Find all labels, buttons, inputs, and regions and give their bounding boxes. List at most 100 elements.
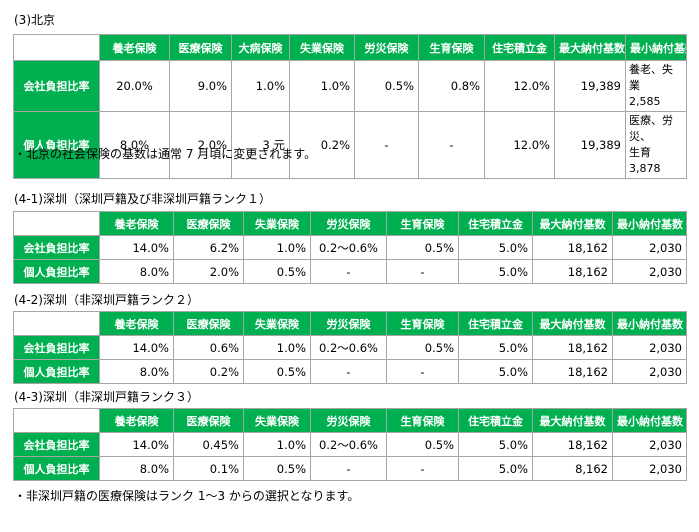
cell: - <box>310 456 387 481</box>
header-cell: 最小納付基数 <box>625 34 687 61</box>
cell: 8.0% <box>99 111 170 179</box>
cell: 5.0% <box>458 359 533 384</box>
beijing-header-row: 養老保険 医療保険 大病保険 失業保険 労災保険 生育保険 住宅積立金 最大納付… <box>13 34 687 61</box>
cell: 2,030 <box>612 359 687 384</box>
shenzhen-3-title: (4-3)深圳（非深圳戸籍ランク３） <box>14 390 199 404</box>
table-row: 個人負担比率 8.0% 0.1% 0.5% - - 5.0% 8,162 2,0… <box>13 456 687 481</box>
cell: 9.0% <box>169 60 232 112</box>
header-cell: 住宅積立金 <box>458 311 533 336</box>
cell: 0.5% <box>243 359 311 384</box>
header-cell: 生育保険 <box>418 34 485 61</box>
shenzhen-2-title: (4-2)深圳（非深圳戸籍ランク２） <box>14 293 199 307</box>
cell: 5.0% <box>458 456 533 481</box>
cell: 12.0% <box>484 60 555 112</box>
cell: 8.0% <box>99 259 174 284</box>
header-cell: 生育保険 <box>386 311 459 336</box>
cell: 18,162 <box>532 432 613 457</box>
cell: 2.0% <box>173 259 244 284</box>
cell-line: 生育 3,878 <box>629 146 661 175</box>
header-row: 養老保険 医療保険 失業保険 労災保険 生育保険 住宅積立金 最大納付基数 最小… <box>13 408 687 433</box>
cell: 18,162 <box>532 335 613 360</box>
header-cell: 生育保険 <box>386 211 459 236</box>
table-row: 個人負担比率 8.0% 2.0% 3 元 0.2% - - 12.0% 19,3… <box>13 111 687 179</box>
corner-cell <box>13 408 100 433</box>
cell: 12.0% <box>484 111 555 179</box>
cell: 1.0% <box>289 60 355 112</box>
cell: - <box>386 259 459 284</box>
cell: 8,162 <box>532 456 613 481</box>
header-row: 養老保険 医療保険 失業保険 労災保険 生育保険 住宅積立金 最大納付基数 最小… <box>13 211 687 236</box>
cell: 6.2% <box>173 235 244 260</box>
cell: 0.5% <box>386 432 459 457</box>
cell: 0.2% <box>289 111 355 179</box>
header-cell: 生育保険 <box>386 408 459 433</box>
header-cell: 養老保険 <box>99 311 174 336</box>
row-label: 会社負担比率 <box>13 235 100 260</box>
cell: 0.2～0.6% <box>310 235 387 260</box>
beijing-title: (3)北京 <box>14 13 55 27</box>
cell: 14.0% <box>99 235 174 260</box>
header-cell: 失業保険 <box>243 408 311 433</box>
header-cell: 最大納付基数 <box>532 211 613 236</box>
cell: 2,030 <box>612 335 687 360</box>
header-cell: 労災保険 <box>310 408 387 433</box>
cell: 8.0% <box>99 359 174 384</box>
shenzhen-2-table: 養老保険 医療保険 失業保険 労災保険 生育保険 住宅積立金 最大納付基数 最小… <box>13 311 687 384</box>
header-row: 養老保険 医療保険 失業保険 労災保険 生育保険 住宅積立金 最大納付基数 最小… <box>13 311 687 336</box>
shenzhen-1-title: (4-1)深圳（深圳戸籍及び非深圳戸籍ランク１） <box>14 192 271 206</box>
cell: - <box>354 111 419 179</box>
header-cell: 最小納付基数 <box>612 408 687 433</box>
cell: - <box>386 359 459 384</box>
cell: 20.0% <box>99 60 170 112</box>
cell: 18,162 <box>532 235 613 260</box>
row-label: 個人負担比率 <box>13 259 100 284</box>
shenzhen-1-table: 養老保険 医療保険 失業保険 労災保険 生育保険 住宅積立金 最大納付基数 最小… <box>13 211 687 284</box>
cell: 1.0% <box>243 335 311 360</box>
cell: 0.5% <box>354 60 419 112</box>
row-label: 会社負担比率 <box>13 432 100 457</box>
header-cell: 医療保険 <box>173 211 244 236</box>
header-cell: 住宅積立金 <box>458 211 533 236</box>
cell: 1.0% <box>243 432 311 457</box>
cell-line: 医療、労災、 <box>629 114 673 143</box>
row-label: 個人負担比率 <box>13 111 100 179</box>
cell: 5.0% <box>458 259 533 284</box>
cell: 1.0% <box>231 60 290 112</box>
cell: 0.2% <box>173 359 244 384</box>
cell: 5.0% <box>458 335 533 360</box>
header-cell: 最小納付基数 <box>612 311 687 336</box>
header-cell: 医療保険 <box>173 408 244 433</box>
cell: 0.5% <box>386 235 459 260</box>
cell: 0.8% <box>418 60 485 112</box>
cell-multiline: 医療、労災、 生育 3,878 <box>625 111 687 179</box>
header-cell: 住宅積立金 <box>458 408 533 433</box>
cell: 2,030 <box>612 259 687 284</box>
table-row: 会社負担比率 20.0% 9.0% 1.0% 1.0% 0.5% 0.8% 12… <box>13 60 687 112</box>
cell: - <box>310 259 387 284</box>
cell-line: 養老、失業 <box>629 63 673 92</box>
shenzhen-note: ・非深圳戸籍の医療保険はランク 1～3 からの選択となります。 <box>14 489 360 503</box>
beijing-note: ・北京の社会保険の基数は通常 7 月頃に変更されます。 <box>14 147 317 161</box>
header-cell: 養老保険 <box>99 211 174 236</box>
cell: 2.0% <box>169 111 232 179</box>
table-row: 会社負担比率 14.0% 6.2% 1.0% 0.2～0.6% 0.5% 5.0… <box>13 235 687 260</box>
cell-multiline: 養老、失業 2,585 <box>625 60 687 112</box>
header-cell: 住宅積立金 <box>484 34 555 61</box>
header-cell: 労災保険 <box>310 211 387 236</box>
cell: 0.2～0.6% <box>310 432 387 457</box>
shenzhen-3-table: 養老保険 医療保険 失業保険 労災保険 生育保険 住宅積立金 最大納付基数 最小… <box>13 408 687 481</box>
cell: - <box>418 111 485 179</box>
corner-cell <box>13 34 100 61</box>
table-row: 会社負担比率 14.0% 0.6% 1.0% 0.2～0.6% 0.5% 5.0… <box>13 335 687 360</box>
cell: 0.5% <box>243 259 311 284</box>
cell: 0.2～0.6% <box>310 335 387 360</box>
corner-cell <box>13 211 100 236</box>
row-label: 個人負担比率 <box>13 456 100 481</box>
cell: 1.0% <box>243 235 311 260</box>
cell: 18,162 <box>532 259 613 284</box>
cell: 0.1% <box>173 456 244 481</box>
cell: 3 元 <box>231 111 290 179</box>
cell: 14.0% <box>99 335 174 360</box>
row-label: 会社負担比率 <box>13 335 100 360</box>
header-cell: 最大納付基数 <box>532 311 613 336</box>
